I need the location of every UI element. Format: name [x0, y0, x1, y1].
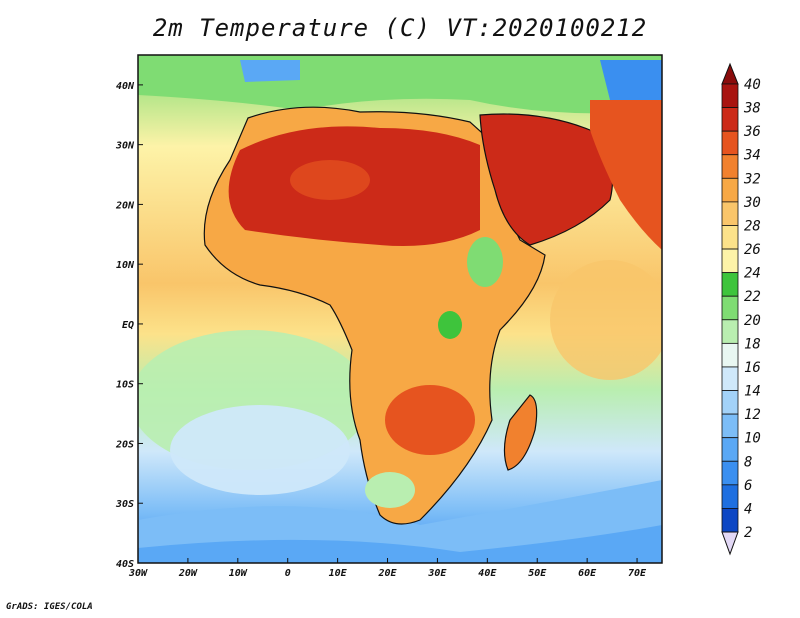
persian-region — [590, 100, 662, 250]
colorbar-label: 30 — [743, 195, 761, 211]
lat-tick-label: 40N — [116, 81, 135, 92]
colorbar-label: 38 — [743, 101, 761, 117]
colorbar-swatch — [721, 460, 739, 486]
colorbar-label: 16 — [744, 360, 761, 376]
latitude-axis: 40N 30N 20N 10N EQ 10S 20S 30S 40S — [115, 81, 143, 570]
lat-tick-label: EQ — [122, 320, 134, 331]
colorbar-label: 40 — [744, 77, 761, 93]
lon-tick-label: 70E — [628, 568, 647, 579]
lon-tick-label: 60E — [578, 568, 597, 579]
ethiopian-highlands — [467, 237, 503, 287]
lat-tick-label: 40S — [116, 559, 134, 570]
colorbar-swatch — [721, 225, 739, 250]
southern-ocean-colder-band — [138, 525, 662, 563]
colorbar-swatch — [721, 413, 739, 439]
colorbar-swatch — [721, 342, 739, 368]
colorbar-swatch — [721, 508, 739, 533]
lat-tick-label: 20S — [115, 439, 134, 450]
lon-tick-label: 20W — [178, 568, 198, 579]
colorbar-label: 18 — [744, 336, 761, 352]
colorbar-swatch — [721, 248, 739, 274]
colorbar-swatch — [721, 437, 739, 462]
colorbar-swatch — [721, 484, 739, 509]
lon-tick-label: 40E — [478, 568, 497, 579]
lat-tick-label: 20N — [115, 200, 135, 211]
lon-tick-label: 30E — [427, 568, 447, 579]
colorbar-swatch — [721, 390, 739, 415]
colorbar-label: 4 — [744, 501, 752, 517]
lon-tick-label: 50E — [528, 568, 547, 579]
colorbar-label: 10 — [744, 431, 761, 447]
madagascar — [503, 394, 538, 471]
south-atlantic-cold-region — [170, 405, 350, 495]
map-plot-area — [138, 55, 662, 563]
colorbar-label: 2 — [744, 525, 752, 541]
colorbar-swatch — [721, 201, 739, 226]
lake-victoria-region — [438, 311, 462, 339]
colorbar-swatch — [721, 83, 739, 108]
colorbar-label: 24 — [744, 266, 761, 282]
indian-ocean-warm-region — [550, 260, 662, 380]
colorbar-swatch — [721, 319, 739, 344]
colorbar-over-triangle — [721, 62, 739, 85]
map-frame — [137, 54, 663, 564]
colorbar-swatch — [721, 154, 739, 179]
map-title: 2m Temperature (C) VT:2020100212 — [152, 14, 648, 42]
lat-tick-label: 30N — [115, 141, 135, 152]
sahara-peak — [290, 160, 370, 200]
southern-africa-hot — [385, 385, 475, 455]
lon-tick-label: 30W — [128, 568, 148, 579]
lon-tick-label: 20E — [377, 568, 397, 579]
colorbar-label: 28 — [744, 218, 761, 234]
colorbar-label: 14 — [744, 384, 761, 400]
colorbar-swatch — [721, 130, 739, 156]
colorbar-swatch — [721, 177, 739, 203]
colorbar-label: 22 — [744, 289, 761, 305]
colorbar-label: 34 — [743, 148, 761, 164]
lat-tick-label: 10N — [116, 260, 135, 271]
south-africa-cool — [365, 472, 415, 508]
lon-tick-label: 0 — [285, 568, 291, 579]
colorbar-label: 6 — [744, 478, 752, 494]
arabian-peninsula — [479, 113, 614, 246]
lon-tick-label: 10E — [329, 568, 348, 579]
longitude-axis: 30W 20W 10W 0 10E 20E 30E 40E 50E 60E 70E — [128, 558, 647, 579]
colorbar-swatch — [721, 107, 739, 132]
lat-tick-label: 10S — [116, 380, 134, 391]
credit-text: GrADS: IGES/COLA — [6, 602, 93, 612]
colorbar-label: 8 — [744, 454, 752, 470]
colorbar-under-triangle — [721, 531, 739, 556]
colorbar-label: 20 — [744, 313, 761, 329]
alpine-cold-patch — [240, 60, 300, 82]
colorbar-label: 36 — [743, 124, 761, 140]
lat-tick-label: 30S — [115, 499, 134, 510]
colorbar-swatch — [721, 366, 739, 391]
lon-tick-label: 10W — [229, 568, 248, 579]
colorbar-label: 26 — [744, 242, 761, 258]
colorbar-swatch — [721, 295, 739, 321]
colorbar-label: 32 — [743, 171, 761, 187]
colorbar-swatch — [721, 272, 739, 297]
colorbar-label: 12 — [744, 407, 761, 423]
